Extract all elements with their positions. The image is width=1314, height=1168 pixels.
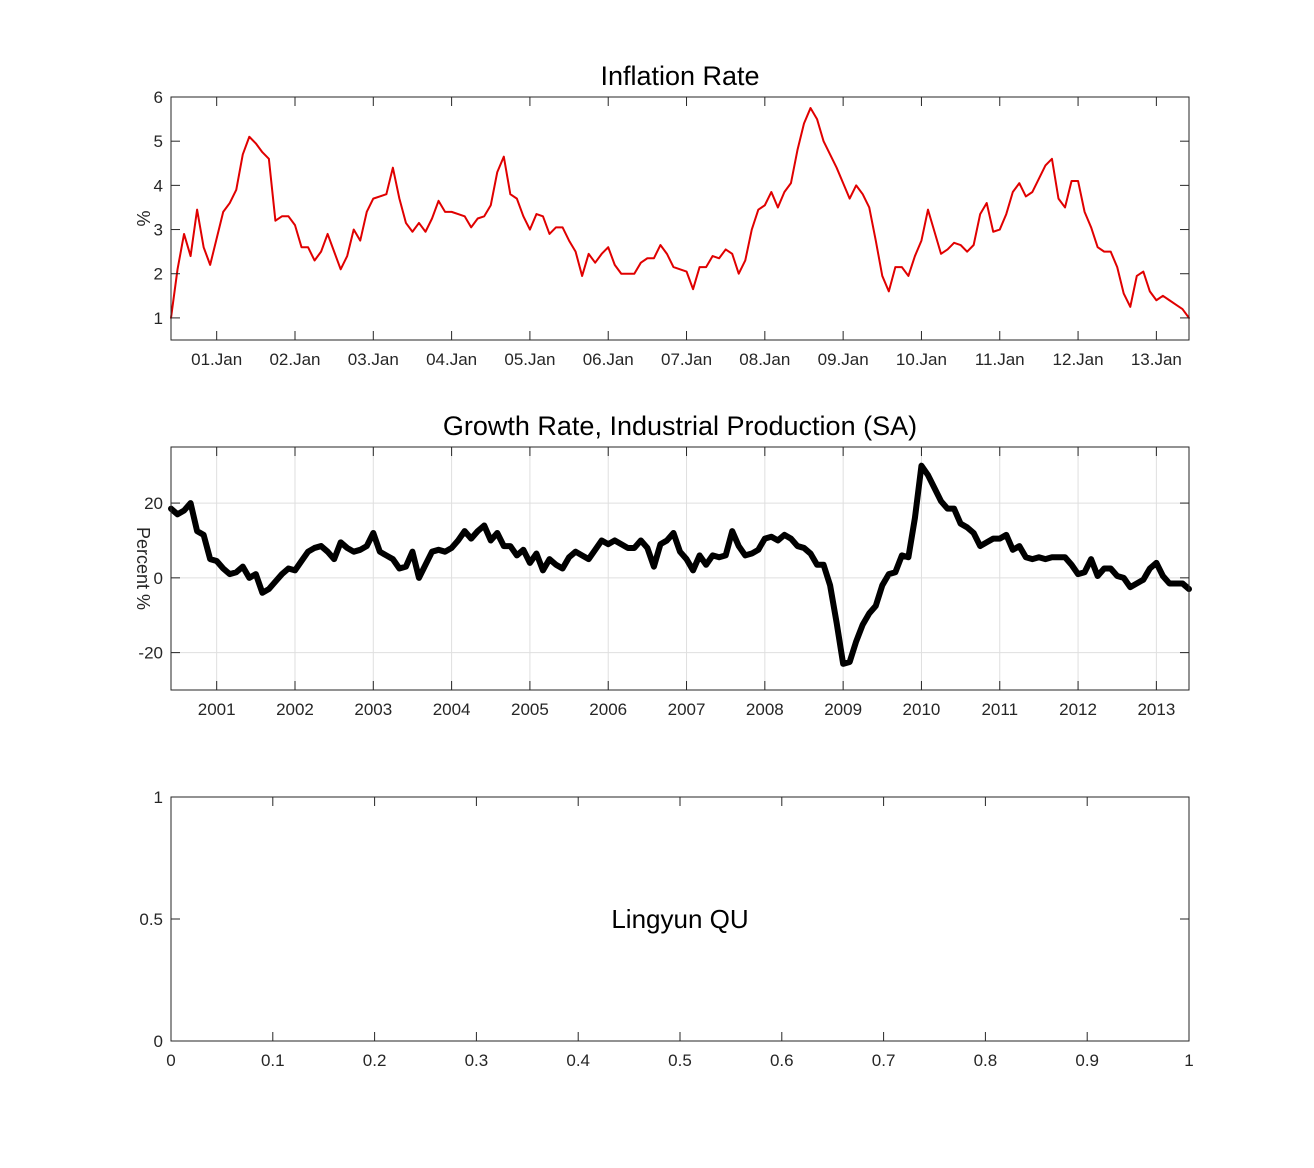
x-tick-label: 0.2 bbox=[363, 1051, 387, 1070]
x-tick-label: 09.Jan bbox=[818, 350, 869, 369]
x-tick-label: 2008 bbox=[746, 700, 784, 719]
y-tick-label: 0 bbox=[154, 569, 163, 588]
y-tick-label: 3 bbox=[154, 221, 163, 240]
x-tick-label: 0.8 bbox=[974, 1051, 998, 1070]
chart-title: Inflation Rate bbox=[600, 61, 759, 91]
series-line bbox=[170, 107, 1190, 319]
x-tick-label: 12.Jan bbox=[1053, 350, 1104, 369]
axes-box bbox=[170, 96, 1190, 341]
x-tick-label: 2004 bbox=[433, 700, 471, 719]
x-tick-label: 11.Jan bbox=[975, 350, 1025, 369]
x-tick-label: 2003 bbox=[354, 700, 392, 719]
y-tick-label: -20 bbox=[138, 644, 163, 663]
x-tick-label: 05.Jan bbox=[504, 350, 555, 369]
x-tick-label: 13.Jan bbox=[1131, 350, 1182, 369]
x-tick-label: 2010 bbox=[903, 700, 941, 719]
x-tick-label: 06.Jan bbox=[583, 350, 634, 369]
series-line bbox=[168, 462, 1192, 667]
x-tick-label: 2011 bbox=[981, 700, 1018, 719]
x-tick-label: 07.Jan bbox=[661, 350, 712, 369]
x-tick-label: 2006 bbox=[589, 700, 627, 719]
y-axis-label: % bbox=[133, 210, 153, 226]
x-tick-label: 0 bbox=[166, 1051, 175, 1070]
x-tick-label: 0.6 bbox=[770, 1051, 794, 1070]
x-tick-label: 01.Jan bbox=[191, 350, 242, 369]
x-tick-label: 03.Jan bbox=[348, 350, 399, 369]
y-tick-label: 1 bbox=[154, 309, 163, 328]
x-tick-label: 10.Jan bbox=[896, 350, 947, 369]
y-tick-label: 20 bbox=[144, 494, 163, 513]
y-tick-label: 0 bbox=[154, 1032, 163, 1051]
industrial-production-axes: 2001 2002 2003 2004 2005 2006 2007 2008 2009 2010… bbox=[133, 411, 1192, 719]
x-tick-label: 02.Jan bbox=[269, 350, 320, 369]
x-tick-label: 0.1 bbox=[261, 1051, 285, 1070]
x-tick-label: 04.Jan bbox=[426, 350, 477, 369]
x-tick-label: 0.5 bbox=[668, 1051, 692, 1070]
inflation-rate-axes: 01.Jan 02.Jan 03.Jan 04.Jan 05.Jan 06.Jan 07.J… bbox=[133, 61, 1190, 369]
x-tick-label: 0.3 bbox=[465, 1051, 489, 1070]
x-tick-label: 0.9 bbox=[1075, 1051, 1099, 1070]
y-tick-label: 2 bbox=[154, 265, 163, 284]
x-tick-label: 08.Jan bbox=[739, 350, 790, 369]
x-tick-label: 1 bbox=[1184, 1051, 1193, 1070]
x-tick-label: 2005 bbox=[511, 700, 549, 719]
chart-title: Growth Rate, Industrial Production (SA) bbox=[443, 411, 917, 441]
y-tick-label: 0.5 bbox=[139, 910, 163, 929]
y-tick-label: 1 bbox=[154, 788, 163, 807]
annotation-text: Lingyun QU bbox=[611, 904, 748, 934]
y-axis-label: Percent % bbox=[133, 527, 153, 610]
axes-box bbox=[170, 446, 1190, 691]
x-tick-label: 0.4 bbox=[566, 1051, 590, 1070]
x-tick-label: 2007 bbox=[668, 700, 706, 719]
y-tick-label: 5 bbox=[154, 132, 163, 151]
x-tick-label: 2012 bbox=[1059, 700, 1097, 719]
x-tick-label: 0.7 bbox=[872, 1051, 896, 1070]
x-tick-label: 2002 bbox=[276, 700, 314, 719]
x-tick-label: 2009 bbox=[824, 700, 862, 719]
x-tick-label: 2013 bbox=[1137, 700, 1175, 719]
annotation-axes: 0 0.1 0.2 0.3 0.4 0.5 0.6 0.7 0.8 0.9 1 0 0.5 1 Lingyu… bbox=[139, 788, 1193, 1070]
y-tick-label: 4 bbox=[154, 176, 163, 195]
y-tick-label: 6 bbox=[154, 88, 163, 107]
x-tick-label: 2001 bbox=[198, 700, 236, 719]
